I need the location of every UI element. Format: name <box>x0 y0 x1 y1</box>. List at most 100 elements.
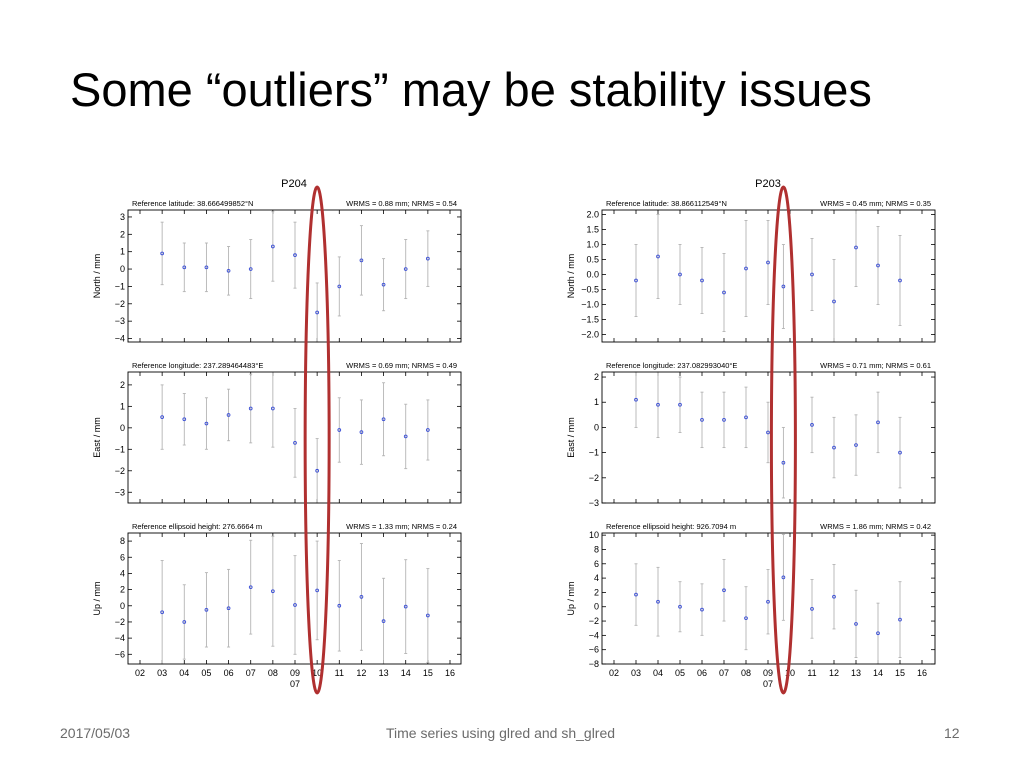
y-tick-label: −1 <box>115 444 125 454</box>
y-tick-label: −2 <box>115 299 125 309</box>
y-tick-label: −3 <box>115 487 125 497</box>
data-point <box>293 603 297 607</box>
data-point <box>426 256 430 261</box>
y-tick-label: 2.0 <box>586 210 599 220</box>
panel-east: Reference longitude: 237.082993040°E WRMS… <box>566 361 936 508</box>
y-tick-label: 2 <box>594 372 599 382</box>
y-tick-label: 0 <box>120 423 125 433</box>
y-tick-label: 3 <box>120 212 125 222</box>
stats-label: WRMS = 0.69 mm; NRMS = 0.49 <box>346 361 457 370</box>
plot-frame <box>601 209 936 343</box>
y-tick-label: −1 <box>115 281 125 291</box>
y-tick-label: −0.5 <box>581 285 599 295</box>
data-point <box>271 244 275 249</box>
data-point <box>160 251 164 256</box>
y-axis-label: East / mm <box>92 417 102 458</box>
data-point <box>182 265 187 270</box>
y-axis-label: North / mm <box>566 254 576 299</box>
x-tick-label: 13 <box>851 668 861 678</box>
data-point <box>898 617 902 622</box>
data-point <box>898 450 902 455</box>
data-point <box>426 428 430 432</box>
y-tick-label: 6 <box>120 552 125 562</box>
panel-north: Reference latitude: 38.666499852°N WRMS =… <box>92 199 462 344</box>
y-tick-label: 8 <box>594 544 599 554</box>
y-tick-label: −2 <box>115 466 125 476</box>
y-tick-label: −2.0 <box>581 330 599 340</box>
footer-center: Time series using glred and sh_glred <box>386 725 616 741</box>
stats-label: WRMS = 0.88 mm; NRMS = 0.54 <box>346 199 457 208</box>
y-tick-label: 1.0 <box>586 240 599 250</box>
x-tick-label: 08 <box>268 668 278 678</box>
x-tick-label: 06 <box>224 668 234 678</box>
data-point <box>766 260 770 265</box>
plot-frame <box>127 209 462 343</box>
data-point <box>634 592 638 597</box>
data-point <box>700 607 704 612</box>
data-point <box>271 589 275 594</box>
x-tick-label: 13 <box>379 668 389 678</box>
data-point <box>854 622 858 626</box>
data-point <box>160 610 164 615</box>
y-tick-label: −3 <box>589 498 599 508</box>
data-point <box>226 606 231 611</box>
data-point <box>700 278 704 283</box>
x-tick-label: 14 <box>401 668 411 678</box>
y-tick-label: 1 <box>120 401 125 411</box>
data-point <box>248 585 253 590</box>
data-point <box>678 604 682 609</box>
data-point <box>182 620 187 624</box>
data-point <box>810 607 814 611</box>
page-number: 12 <box>944 725 960 741</box>
y-tick-label: 2 <box>120 585 125 595</box>
data-point <box>810 423 814 427</box>
data-point <box>744 616 748 621</box>
data-point <box>293 253 297 258</box>
data-point <box>854 443 858 447</box>
data-point <box>722 418 726 422</box>
data-point <box>722 588 726 593</box>
y-tick-label: 0 <box>594 422 599 432</box>
y-tick-label: −1.5 <box>581 315 599 325</box>
reference-label: Reference ellipsoid height: 276.6664 m <box>132 522 262 531</box>
stats-label: WRMS = 1.33 mm; NRMS = 0.24 <box>346 522 457 531</box>
data-point <box>744 266 748 271</box>
data-point <box>337 428 342 432</box>
y-tick-label: 2 <box>120 229 125 239</box>
x-tick-label: 09 <box>290 668 300 678</box>
data-point <box>271 406 275 411</box>
y-tick-label: 1 <box>120 247 125 257</box>
reference-label: Reference longitude: 237.289464483°E <box>132 361 263 370</box>
x-tick-label: 12 <box>829 668 839 678</box>
data-point <box>876 420 880 425</box>
data-point <box>359 595 364 599</box>
y-tick-label: −2 <box>115 617 125 627</box>
y-tick-label: 0.5 <box>586 255 599 265</box>
data-point <box>426 613 430 618</box>
data-point <box>898 278 902 283</box>
data-point <box>337 284 342 289</box>
y-tick-label: 6 <box>594 559 599 569</box>
plot-frame <box>127 371 462 504</box>
x-tick-label: 07 <box>246 668 256 678</box>
y-tick-label: −2 <box>589 473 599 483</box>
station-title: P203 <box>755 178 781 190</box>
data-point <box>315 588 319 593</box>
data-point <box>634 397 638 402</box>
reference-label: Reference latitude: 38.866112549°N <box>606 199 727 208</box>
data-point <box>293 441 297 445</box>
footer-date: 2017/05/03 <box>60 725 131 741</box>
y-axis-label: Up / mm <box>92 581 102 615</box>
y-tick-label: −6 <box>589 645 599 655</box>
x-tick-label: 10 <box>312 668 322 678</box>
plot-frame <box>601 371 936 504</box>
plot-frame <box>601 532 936 665</box>
x-tick-label: 10 <box>785 668 795 678</box>
data-point <box>315 310 319 315</box>
x-tick-label: 15 <box>423 668 433 678</box>
y-tick-label: 2 <box>594 587 599 597</box>
y-tick-label: 1.5 <box>586 225 599 235</box>
data-point <box>248 267 253 271</box>
data-point <box>832 594 836 599</box>
y-tick-label: −6 <box>115 649 125 659</box>
